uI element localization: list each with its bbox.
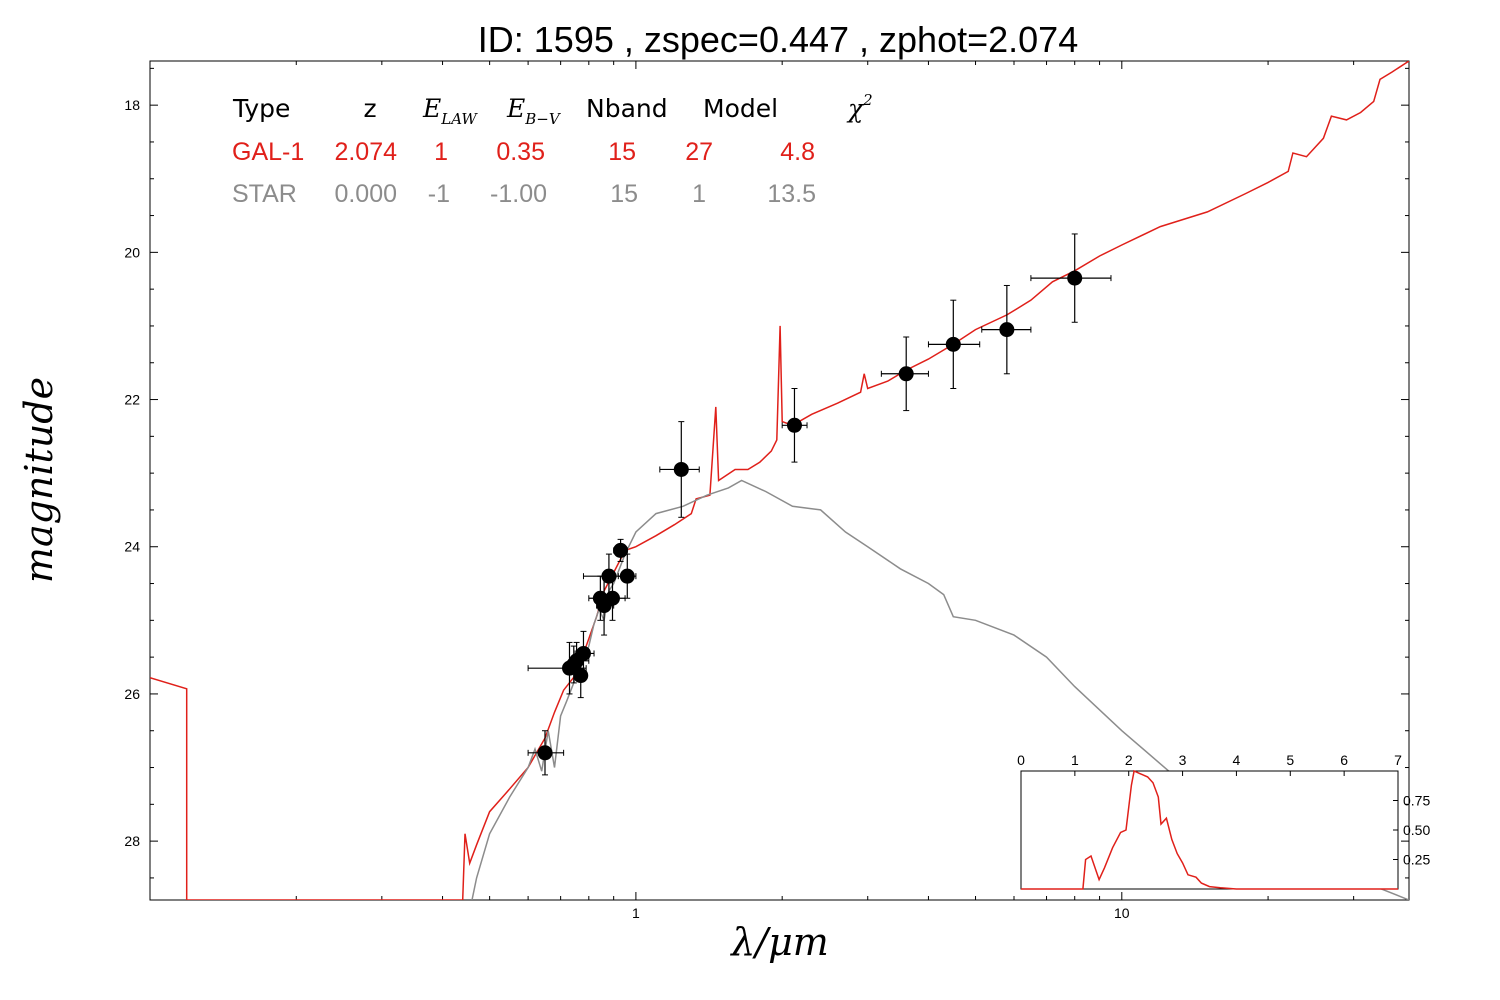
inset-x-tick-label: 6 <box>1340 752 1348 768</box>
photometry-point <box>613 538 629 562</box>
model-table: Type z ELAW EB−V Nband Model χ2 GAL-1 2.… <box>232 91 873 208</box>
y-tick-label: 22 <box>124 392 140 408</box>
data-point <box>898 366 914 382</box>
inset-y-tick-label: 0.75 <box>1403 793 1430 809</box>
data-point <box>999 322 1015 338</box>
x-tick-label: 10 <box>1114 905 1130 921</box>
gal-model: 27 <box>685 138 713 166</box>
series-gal-1-line <box>150 61 1409 900</box>
header-type: Type <box>232 94 290 123</box>
inset-x-tick-label: 3 <box>1179 752 1187 768</box>
data-point <box>575 645 591 661</box>
inset-ticks: 0 1 2 3 4 5 6 7 0.25 0.50 0.75 <box>1017 752 1430 868</box>
star-nband: 15 <box>610 180 638 208</box>
inset-line <box>1021 769 1398 890</box>
data-point <box>786 417 802 433</box>
inset-x-tick-label: 5 <box>1286 752 1294 768</box>
chart-title: ID: 1595 , zspec=0.447 , zphot=2.074 <box>478 19 1078 60</box>
photometry-point <box>574 630 595 677</box>
plot-area <box>150 61 1409 900</box>
y-tick-label: 28 <box>124 833 140 849</box>
header-model: Model <box>703 94 778 123</box>
header-elaw-sub: LAW <box>440 110 478 128</box>
header-chi-exp: 2 <box>862 91 873 109</box>
data-point <box>619 568 635 584</box>
x-axis-label: λ/μm <box>729 920 829 964</box>
data-point <box>1067 270 1083 286</box>
row-star: STAR 0.000 -1 -1.00 15 1 13.5 <box>232 180 816 208</box>
plot-frame <box>149 60 1410 901</box>
photometry-point <box>527 730 565 776</box>
photometry-point <box>1030 233 1112 323</box>
y-tick-label: 20 <box>124 244 140 260</box>
star-elaw: -1 <box>428 180 450 208</box>
inset-pdf-line <box>1021 769 1398 890</box>
series-star-line <box>471 479 1409 900</box>
header-z: z <box>363 94 376 123</box>
photometry-point <box>781 388 808 463</box>
header-chi: χ <box>846 94 865 123</box>
data-point <box>537 745 553 761</box>
header-chi2: χ2 <box>846 91 873 123</box>
header-nband: Nband <box>586 94 668 123</box>
data-point <box>673 461 689 477</box>
inset-x-tick-label: 4 <box>1233 752 1241 768</box>
data-point <box>604 590 620 606</box>
star-chi2: 13.5 <box>767 180 816 208</box>
photometry-point <box>601 575 626 621</box>
photometry-point <box>617 553 637 599</box>
header-ebv: EB−V <box>506 94 562 128</box>
data-point <box>613 542 629 558</box>
series-layer <box>150 61 1409 900</box>
points-layer <box>527 233 1112 776</box>
inset-x-tick-label: 7 <box>1394 752 1402 768</box>
x-ticks: 1 10 <box>149 61 1355 921</box>
inset-y-tick-label: 0.50 <box>1403 822 1430 838</box>
gal-ebv: 0.35 <box>496 138 545 166</box>
header-elaw: ELAW <box>422 94 478 128</box>
gal-elaw: 1 <box>434 138 448 166</box>
star-model: 1 <box>692 180 706 208</box>
header-elaw-main: E <box>422 94 441 123</box>
photometry-point <box>659 421 700 518</box>
inset-x-tick-label: 1 <box>1071 752 1079 768</box>
star-type: STAR <box>232 180 297 208</box>
header-ebv-main: E <box>506 94 525 123</box>
y-axis-label: magnitude <box>17 377 61 583</box>
header-ebv-sub: B−V <box>524 110 562 128</box>
inset-y-tick-label: 0.25 <box>1403 852 1430 868</box>
inset-frame <box>1020 770 1399 890</box>
y-tick-label: 26 <box>124 686 140 702</box>
gal-type: GAL-1 <box>232 138 304 166</box>
inset-x-tick-label: 0 <box>1017 752 1025 768</box>
star-z: 0.000 <box>334 180 397 208</box>
gal-chi2: 4.8 <box>780 138 815 166</box>
photometry-point <box>880 336 929 412</box>
star-ebv: -1.00 <box>490 180 547 208</box>
inset-x-tick-label: 2 <box>1125 752 1133 768</box>
photometry-point <box>927 299 981 390</box>
pdf-inset: 0 1 2 3 4 5 6 7 0.25 0.50 0.75 <box>1017 752 1430 890</box>
gal-nband: 15 <box>608 138 636 166</box>
data-point <box>945 336 961 352</box>
y-tick-label: 18 <box>124 97 140 113</box>
x-tick-label: 1 <box>632 905 640 921</box>
gal-z: 2.074 <box>334 138 397 166</box>
row-gal: GAL-1 2.074 1 0.35 15 27 4.8 <box>232 138 815 166</box>
y-tick-label: 24 <box>124 539 140 555</box>
photometry-point <box>981 284 1032 375</box>
